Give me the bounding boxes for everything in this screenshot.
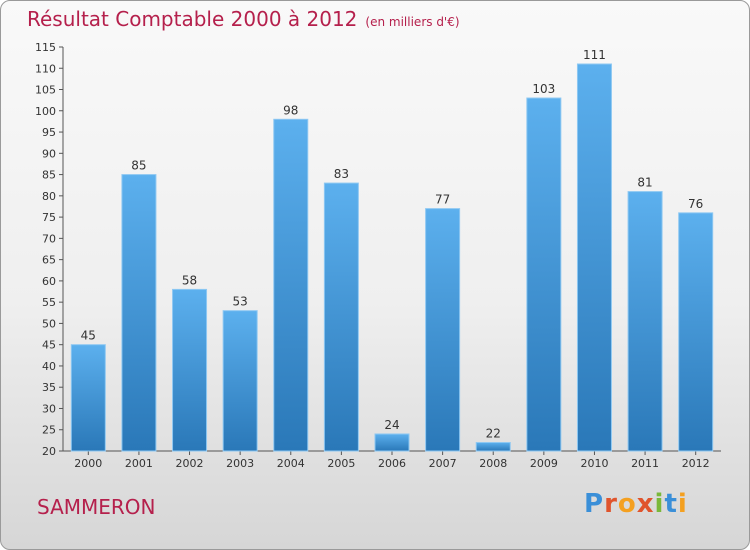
bar-value-label: 98 <box>283 103 298 117</box>
commune-name: SAMMERON <box>37 495 156 519</box>
bar-value-label: 45 <box>81 329 96 343</box>
y-tick-label: 85 <box>42 169 56 182</box>
x-tick-label: 2003 <box>226 457 254 470</box>
axes: 20 25 30 35 40 45 50 55 60 65 70 75 80 85 90 95 100 105 11… <box>35 41 721 470</box>
logo-letter: o <box>617 489 637 519</box>
bar-2007 <box>425 208 461 452</box>
bar-value-label: 111 <box>583 48 606 62</box>
x-tick-label: 2001 <box>125 457 153 470</box>
y-tick-label: 75 <box>42 211 56 224</box>
x-tick-label: 2004 <box>277 457 305 470</box>
logo-letter: i <box>677 489 688 519</box>
logo-letter: r <box>604 489 618 519</box>
x-tick-label: 2006 <box>378 457 406 470</box>
logo-letter: t <box>664 489 678 519</box>
bar-value-label: 85 <box>131 159 146 173</box>
bar-2011 <box>627 191 663 452</box>
y-tick-label: 100 <box>35 105 56 118</box>
proxiti-logo: Proxiti <box>584 489 688 519</box>
bar-2008 <box>475 441 511 452</box>
bar-value-label: 22 <box>486 426 501 440</box>
bar-value-label: 76 <box>688 197 703 211</box>
chart-title-text: Résultat Comptable 2000 à 2012 <box>27 7 358 31</box>
y-tick-label: 50 <box>42 317 56 330</box>
y-tick-label: 60 <box>42 275 56 288</box>
y-tick-label: 30 <box>42 402 56 415</box>
bar-value-label: 53 <box>233 295 248 309</box>
bar-value-label: 83 <box>334 167 349 181</box>
bar-2010 <box>576 63 612 452</box>
bar-2012 <box>678 212 714 452</box>
x-tick-label: 2009 <box>530 457 558 470</box>
bar-2002 <box>172 288 208 452</box>
bars: 45 85 58 53 98 83 24 77 22 103 111 81 76 <box>70 48 714 452</box>
x-tick-label: 2005 <box>327 457 355 470</box>
y-tick-label: 70 <box>42 232 56 245</box>
y-tick-label: 90 <box>42 147 56 160</box>
x-tick-label: 2008 <box>479 457 507 470</box>
y-tick-label: 40 <box>42 360 56 373</box>
y-tick-label: 115 <box>35 41 56 54</box>
logo-letter: x <box>636 489 655 519</box>
y-tick-label: 25 <box>42 424 56 437</box>
bar-2000 <box>70 344 106 452</box>
y-tick-label: 55 <box>42 296 56 309</box>
bar-2004 <box>273 118 309 452</box>
y-tick-label: 45 <box>42 339 56 352</box>
bar-value-label: 81 <box>637 176 652 190</box>
x-tick-label: 2011 <box>631 457 659 470</box>
x-tick-label: 2007 <box>429 457 457 470</box>
y-tick-label: 95 <box>42 126 56 139</box>
y-tick-label: 35 <box>42 381 56 394</box>
x-tick-label: 2000 <box>74 457 102 470</box>
y-tick-label: 105 <box>35 84 56 97</box>
y-tick-label: 20 <box>42 445 56 458</box>
bar-2009 <box>526 97 562 452</box>
bar-value-label: 24 <box>384 418 399 432</box>
logo-letter: P <box>584 489 605 519</box>
bar-2006 <box>374 433 410 452</box>
bar-2003 <box>222 310 258 452</box>
logo-letter: i <box>654 489 665 519</box>
bar-value-label: 103 <box>532 82 555 96</box>
bar-value-label: 77 <box>435 193 450 207</box>
bar-2001 <box>121 174 157 452</box>
y-tick-label: 110 <box>35 62 56 75</box>
x-tick-label: 2012 <box>682 457 710 470</box>
x-tick-label: 2010 <box>580 457 608 470</box>
x-tick-label: 2002 <box>176 457 204 470</box>
y-tick-label: 80 <box>42 190 56 203</box>
bar-value-label: 58 <box>182 273 197 287</box>
chart-unit: (en milliers d'€) <box>365 15 460 29</box>
chart-title: Résultat Comptable 2000 à 2012 (en millie… <box>27 7 460 31</box>
bar-2005 <box>323 182 359 452</box>
y-tick-label: 65 <box>42 254 56 267</box>
